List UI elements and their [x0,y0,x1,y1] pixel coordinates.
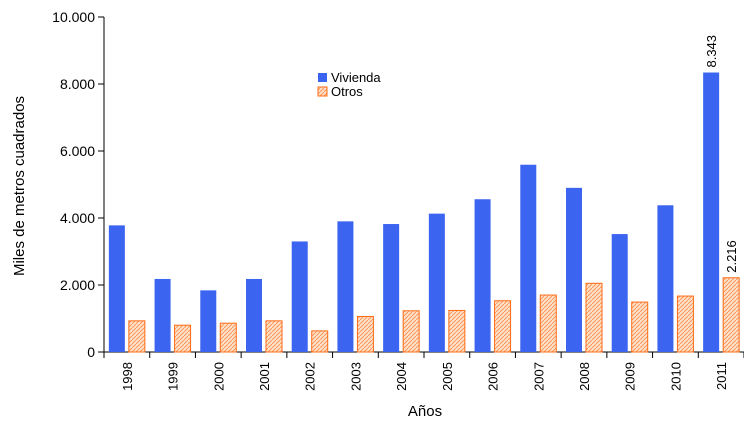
x-tick-label: 1999 [166,362,181,391]
bar-otros-2010 [676,295,694,353]
bar-vivienda-2011 [703,72,720,353]
bar-vivienda-2005 [428,213,445,352]
legend-label-otros: Otros [331,84,363,99]
bar-vivienda-2008 [566,187,582,352]
bar-otros-2007 [539,294,557,353]
bar-vivienda-2009 [611,234,628,352]
y-tick-label: 2.000 [60,277,95,293]
bar-otros-2011 [722,277,740,353]
x-tick-label: 2011 [714,362,729,390]
bar-otros-2002 [311,330,329,353]
bar-otros-2009 [631,301,649,353]
x-axis-title: Años [408,403,442,420]
bar-vivienda-1999 [154,278,171,352]
bar-otros-1999 [174,324,192,353]
bar-vivienda-2006 [474,199,491,352]
bar-vivienda-1998 [108,225,125,352]
bar-otros-2004 [402,310,420,353]
x-tick-label: 2005 [440,362,455,391]
bar-vivienda-2010 [657,205,674,352]
x-tick-label: 2002 [303,362,318,391]
bar-otros-2006 [494,300,512,353]
bar-otros-2005 [448,309,466,353]
plot-area: 0 2.000 4.000 6.000 8.000 10.000 1998 1999 2000 2… [52,9,744,391]
x-tick-label: 1998 [120,362,135,391]
x-tick-label: 2003 [348,362,363,391]
legend-swatch-vivienda [318,73,327,82]
legend-swatch-otros [317,86,328,97]
y-tick-label: 4.000 [60,210,95,226]
bar-vivienda-2000 [200,290,217,352]
x-tick-label: 2000 [211,362,226,391]
x-tick-label: 2001 [257,362,272,391]
x-tick-label: 2010 [668,362,683,391]
bar-otros-2008 [585,282,603,353]
bar-vivienda-2002 [291,241,308,352]
data-label-otros-2011: 2.216 [724,240,739,273]
bar-otros-2003 [356,315,374,353]
x-tick-label: 2004 [394,362,409,391]
y-axis-title: Miles de metros cuadrados [11,96,28,276]
y-tick-label: 6.000 [60,143,95,159]
x-tick-label: 2008 [577,362,592,391]
bar-otros-2001 [265,320,283,353]
bar-otros-2000 [219,322,237,353]
x-tick-label: 2007 [531,362,546,391]
legend-label-vivienda: Vivienda [331,70,381,85]
bar-vivienda-2004 [383,224,400,352]
bar-vivienda-2007 [520,164,537,352]
y-tick-label: 8.000 [60,76,95,92]
y-tick-label: 10.000 [52,9,95,25]
x-tick-label: 2006 [486,362,501,391]
y-tick-label: 0 [87,344,95,360]
bar-vivienda-2003 [337,221,354,352]
bar-otros-1998 [128,320,146,353]
x-tick-label: 2009 [623,362,638,391]
bar-vivienda-2001 [246,278,262,352]
data-label-vivienda-2011: 8.343 [704,35,719,68]
